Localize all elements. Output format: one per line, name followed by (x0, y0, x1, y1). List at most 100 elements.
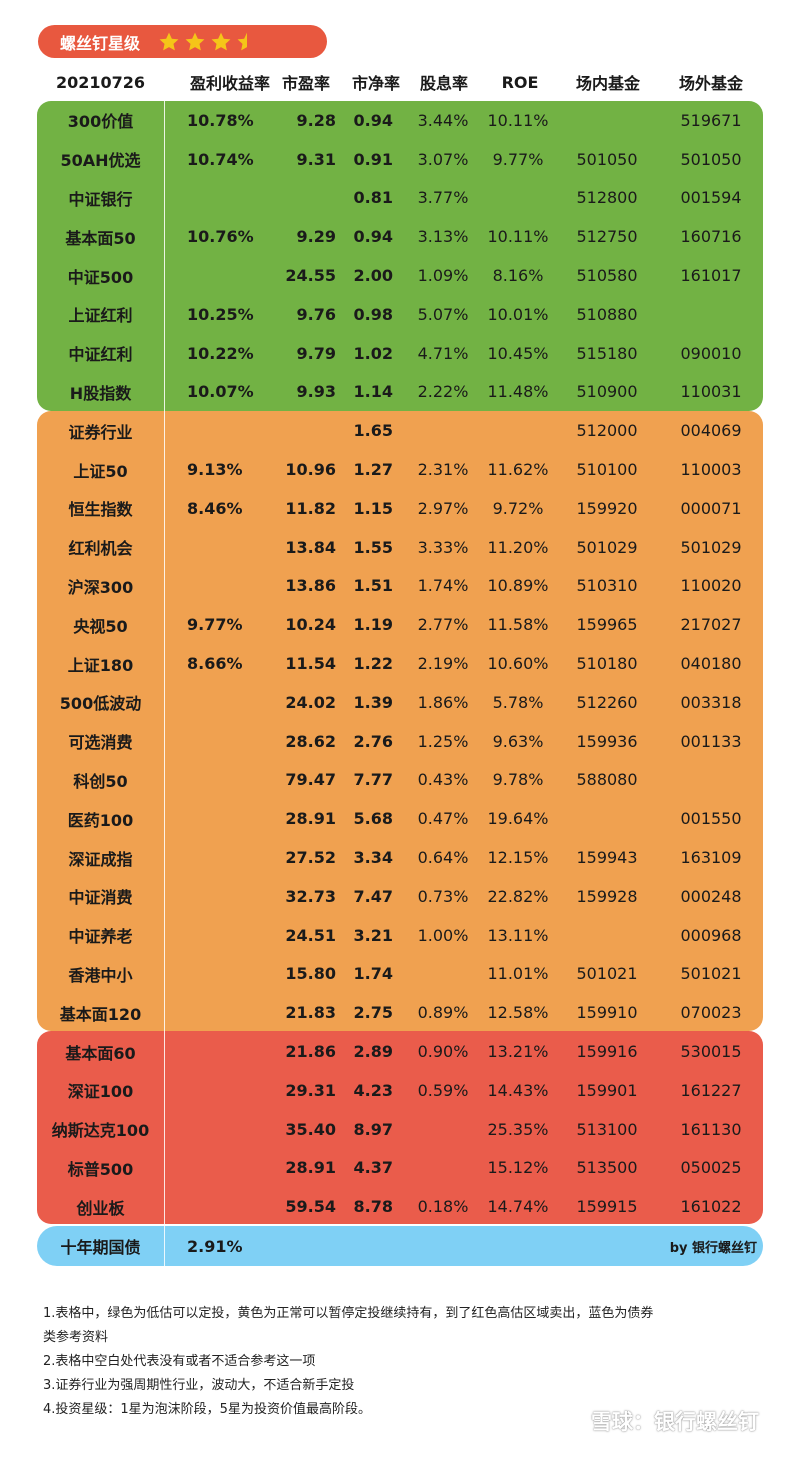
pb-cell: 1.22 (353, 654, 393, 674)
roe-cell: 14.43% (487, 1080, 549, 1100)
pb-cell: 1.39 (353, 692, 393, 712)
earnings-yield-cell: 8.66% (187, 654, 243, 674)
otc-fund-cell (674, 295, 748, 334)
exchange-fund-cell: 510880 (576, 304, 638, 324)
roe-cell: 22.82% (487, 886, 549, 906)
pe-cell: 9.93 (296, 382, 336, 402)
dividend-yield-cell: 0.64% (417, 848, 469, 868)
index-name: 证券行业 (68, 422, 133, 442)
table-row: 500低波动 24.02 1.39 1.86% 5.78% 512260 003318 (37, 683, 763, 722)
otc-fund-cell: 040180 (680, 654, 742, 674)
exchange-fund-cell: 515180 (576, 343, 638, 363)
roe-cell: 11.20% (487, 537, 549, 557)
otc-fund-cell (674, 761, 748, 800)
roe-cell: 25.35% (487, 1119, 549, 1139)
exchange-fund-cell: 513100 (576, 1119, 638, 1139)
dividend-yield-cell (404, 411, 482, 450)
dividend-yield-cell: 1.86% (417, 692, 469, 712)
dividend-yield-cell (404, 1110, 482, 1149)
notes: 1.表格中，绿色为低估可以定投，黄色为正常可以暂停定投继续持有，到了红色高估区域… (43, 1302, 773, 1422)
header-exchange-fund: 场内基金 (575, 74, 640, 93)
exchange-fund-cell: 159943 (576, 848, 638, 868)
dividend-yield-cell: 0.18% (417, 1197, 469, 1217)
note-line: 4.投资星级：1星为泡沫阶段，5星为投资价值最高阶段。 (43, 1402, 371, 1417)
header-pe: 市盈率 (281, 74, 330, 93)
roe-cell: 10.89% (487, 576, 549, 596)
dividend-yield-cell: 1.00% (417, 925, 469, 945)
exchange-fund-cell: 510580 (576, 266, 638, 286)
pe-cell: 24.51 (285, 925, 336, 945)
pb-cell: 4.37 (353, 1158, 393, 1178)
otc-fund-cell: 070023 (680, 1003, 742, 1023)
pe-cell: 59.54 (285, 1197, 336, 1217)
roe-cell: 13.21% (487, 1042, 549, 1062)
index-name: 中证500 (67, 267, 134, 287)
roe-cell: 10.01% (487, 304, 549, 324)
header-roe: ROE (501, 72, 539, 92)
badge-title: 螺丝钉星级 (60, 33, 141, 53)
pe-cell: 13.84 (285, 537, 336, 557)
pe-cell: 15.80 (285, 964, 336, 984)
table-row: 基本面50 10.76% 9.29 0.94 3.13% 10.11% 512750 1607… (37, 217, 763, 256)
otc-fund-cell: 004069 (680, 421, 742, 441)
pe-cell: 9.28 (296, 110, 336, 130)
author-credit: by 银行螺丝钉 (669, 1240, 757, 1256)
pb-cell: 2.00 (353, 266, 393, 286)
roe-cell: 13.11% (487, 925, 549, 945)
dividend-yield-cell: 3.44% (417, 110, 469, 130)
index-name: 科创50 (73, 771, 128, 791)
index-name: 上证180 (67, 655, 134, 675)
table-row: 中证消费 32.73 7.47 0.73% 22.82% 159928 000248 (37, 877, 763, 916)
bond-row: 十年期国债 2.91% by 银行螺丝钉 (37, 1226, 763, 1266)
index-name: 500低波动 (59, 694, 142, 714)
earnings-yield-cell: 9.13% (187, 460, 243, 480)
note-line: 类参考资料 (43, 1330, 109, 1345)
index-name: 中证消费 (68, 888, 133, 908)
index-name: 恒生指数 (68, 500, 133, 520)
dividend-yield-cell: 3.33% (417, 537, 469, 557)
index-name: 香港中小 (68, 965, 133, 985)
otc-fund-cell: 217027 (680, 615, 742, 635)
dividend-yield-cell: 1.74% (417, 576, 469, 596)
table-row: H股指数 10.07% 9.93 1.14 2.22% 11.48% 510900 11003… (37, 373, 763, 412)
otc-fund-cell: 110020 (680, 576, 742, 596)
otc-fund-cell: 050025 (680, 1158, 742, 1178)
otc-fund-cell: 161022 (680, 1197, 742, 1217)
otc-fund-cell: 161017 (680, 266, 742, 286)
exchange-fund-cell (567, 799, 647, 838)
pb-cell: 7.47 (353, 886, 393, 906)
index-name: 可选消费 (68, 733, 133, 753)
header-pb: 市净率 (351, 74, 400, 93)
table-row: 深证成指 27.52 3.34 0.64% 12.15% 159943 163109 (37, 838, 763, 877)
otc-fund-cell: 001133 (680, 731, 742, 751)
exchange-fund-cell: 159965 (576, 615, 638, 635)
dividend-yield-cell: 0.89% (417, 1003, 469, 1023)
exchange-fund-cell: 513500 (576, 1158, 638, 1178)
table-row: 50AH优选 10.74% 9.31 0.91 3.07% 9.77% 501050 5010… (37, 140, 763, 179)
table-row: 基本面120 21.83 2.75 0.89% 12.58% 159910 070023 (37, 993, 763, 1032)
roe-cell: 9.63% (492, 731, 544, 751)
pe-cell: 9.31 (296, 149, 336, 169)
table-row: 可选消费 28.62 2.76 1.25% 9.63% 159936 001133 (37, 722, 763, 761)
exchange-fund-cell: 588080 (576, 770, 638, 790)
column-divider (164, 101, 165, 1266)
otc-fund-cell: 501050 (680, 149, 742, 169)
pb-cell: 2.76 (353, 731, 393, 751)
pb-cell: 8.97 (353, 1119, 393, 1139)
earnings-yield-cell: 9.77% (187, 615, 243, 635)
roe-cell: 15.12% (487, 1158, 549, 1178)
table-row: 深证100 29.31 4.23 0.59% 14.43% 159901 161227 (37, 1071, 763, 1110)
otc-fund-cell: 163109 (680, 848, 742, 868)
otc-fund-cell: 001594 (680, 188, 742, 208)
otc-fund-cell: 161227 (680, 1080, 742, 1100)
pb-cell: 3.21 (353, 925, 393, 945)
roe-cell: 11.62% (487, 460, 549, 480)
pe-cell: 28.91 (285, 809, 336, 829)
roe-cell (477, 411, 559, 450)
exchange-fund-cell: 501050 (576, 149, 638, 169)
star-icon (185, 32, 205, 50)
dividend-yield-cell: 2.77% (417, 615, 469, 635)
pe-cell: 10.24 (285, 615, 336, 635)
pe-cell: 32.73 (285, 886, 336, 906)
header-earnings-yield: 盈利收益率 (189, 74, 270, 93)
